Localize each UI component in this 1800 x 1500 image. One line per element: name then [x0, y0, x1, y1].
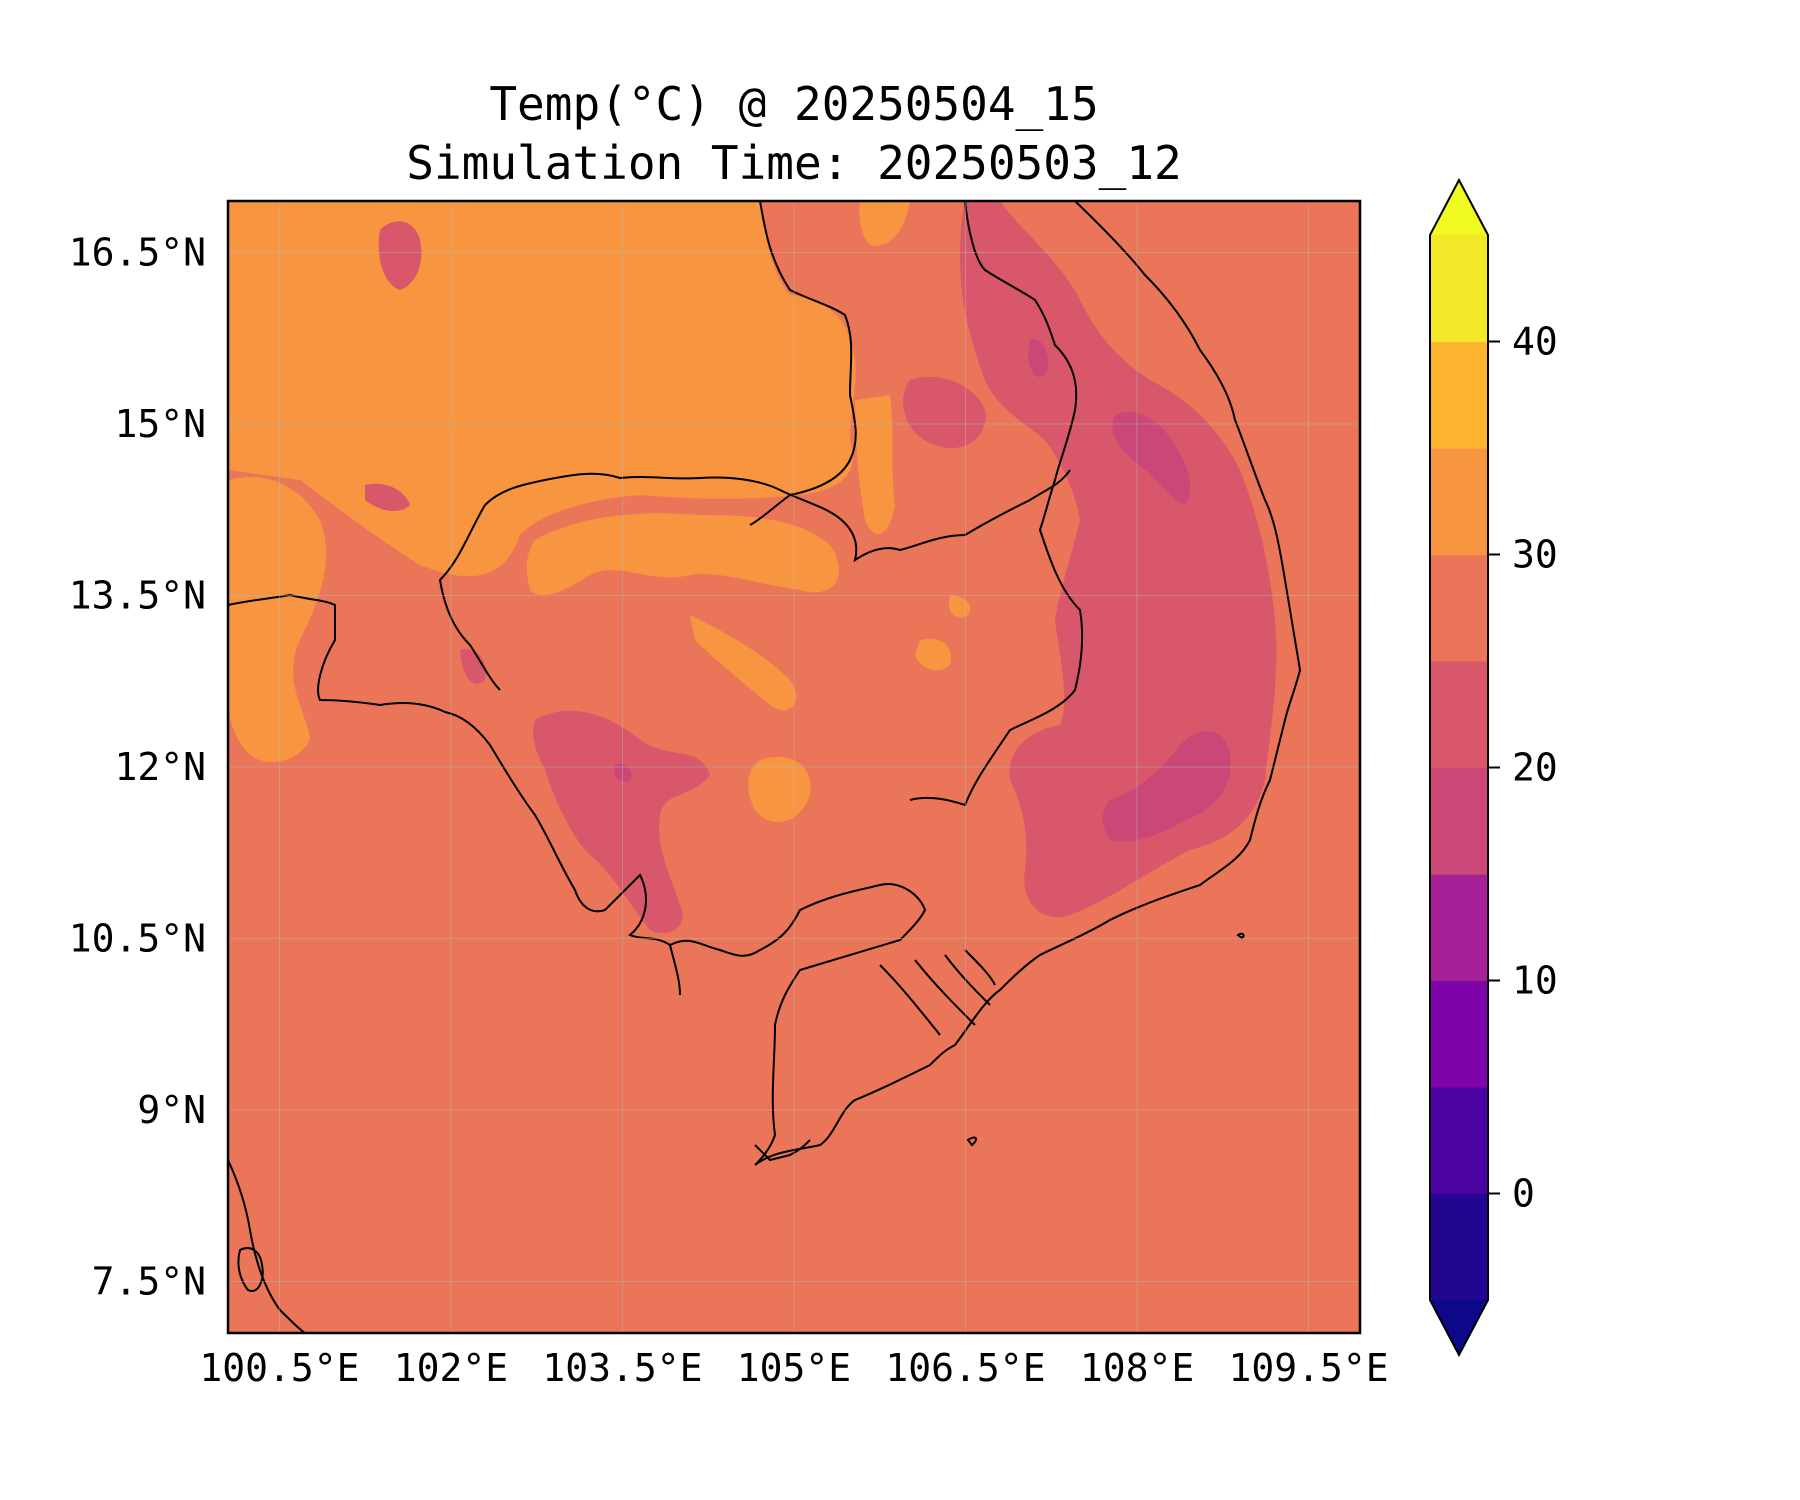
warm-patch-cambodia-central [690, 615, 797, 711]
coolest-patch-west [614, 763, 632, 782]
x-tick-label: 103.5°E [542, 1346, 702, 1390]
map-frame [226, 199, 1362, 1335]
x-tick-label: 102°E [394, 1346, 508, 1390]
x-tick-label: 100.5°E [199, 1346, 359, 1390]
warm-region-laos-south [855, 395, 895, 535]
x-tick-label: 109.5°E [1228, 1346, 1388, 1390]
warm-patch-north [859, 201, 910, 246]
colorbar-segment [1430, 235, 1488, 343]
coastlines-and-borders [228, 201, 1302, 1333]
y-tick-label: 7.5°N [92, 1260, 206, 1304]
colorbar-segment [1430, 661, 1488, 769]
y-tick-label: 16.5°N [69, 230, 206, 274]
colorbar-segment [1430, 767, 1488, 875]
y-tick-label: 13.5°N [69, 573, 206, 617]
gridlines [228, 201, 1360, 1333]
cool-patch-coast [460, 649, 486, 684]
colorbar-segment [1430, 874, 1488, 982]
x-tick-label: 106.5°E [885, 1346, 1045, 1390]
warm-region-cambodia-north [526, 513, 839, 595]
colorbar-segment [1430, 980, 1488, 1088]
x-tick-label: 108°E [1080, 1346, 1194, 1390]
warm-patch-cambodia-south [748, 756, 811, 822]
y-tick-label: 15°N [114, 402, 206, 446]
y-axis: 16.5°N 15°N 13.5°N 12°N 10.5°N 9°N 7.5°N [69, 230, 206, 1303]
colorbar-segment [1430, 448, 1488, 556]
colorbar-segment [1430, 1087, 1488, 1195]
colorbar-outline [1429, 177, 1489, 1358]
coolest-patch-north [1028, 339, 1049, 378]
warm-patch-cambodia-east [915, 638, 951, 671]
colorbar-extend-max [1430, 180, 1488, 235]
colorbar-tick-label: 30 [1512, 533, 1558, 577]
cool-patch-thailand-2 [365, 483, 410, 512]
coolest-region-highlands [1112, 411, 1191, 505]
warm-region-thailand [228, 201, 856, 577]
map-title: Temp(°C) @ 20250504_15 [489, 77, 1099, 131]
colorbar-segment [1430, 554, 1488, 662]
temperature-map [226, 199, 1362, 1335]
cool-region-cardamom [533, 710, 710, 934]
colorbar-tick-label: 20 [1512, 746, 1558, 790]
map-subtitle: Simulation Time: 20250503_12 [406, 136, 1182, 190]
warm-region-thailand-west [228, 476, 327, 763]
colorbar-segment [1430, 341, 1488, 449]
colorbar-extend-min [1430, 1300, 1488, 1355]
colorbar-tick-label: 0 [1512, 1172, 1535, 1216]
y-tick-label: 12°N [114, 745, 206, 789]
cool-patch-thailand [378, 221, 422, 290]
colorbar-segment [1430, 1193, 1488, 1301]
colorbar-tick-label: 40 [1512, 320, 1558, 364]
colorbar-tick-label: 10 [1512, 959, 1558, 1003]
colorbar: 0 10 20 30 40 [1429, 177, 1558, 1358]
y-tick-label: 9°N [137, 1088, 206, 1132]
cool-region-plateau [903, 376, 986, 449]
x-tick-label: 105°E [737, 1346, 851, 1390]
y-tick-label: 10.5°N [69, 917, 206, 961]
x-axis: 100.5°E 102°E 103.5°E 105°E 106.5°E 108°E 109.… [199, 1346, 1388, 1390]
coolest-region-dalat [1102, 731, 1231, 842]
warm-patch-small [948, 595, 971, 618]
